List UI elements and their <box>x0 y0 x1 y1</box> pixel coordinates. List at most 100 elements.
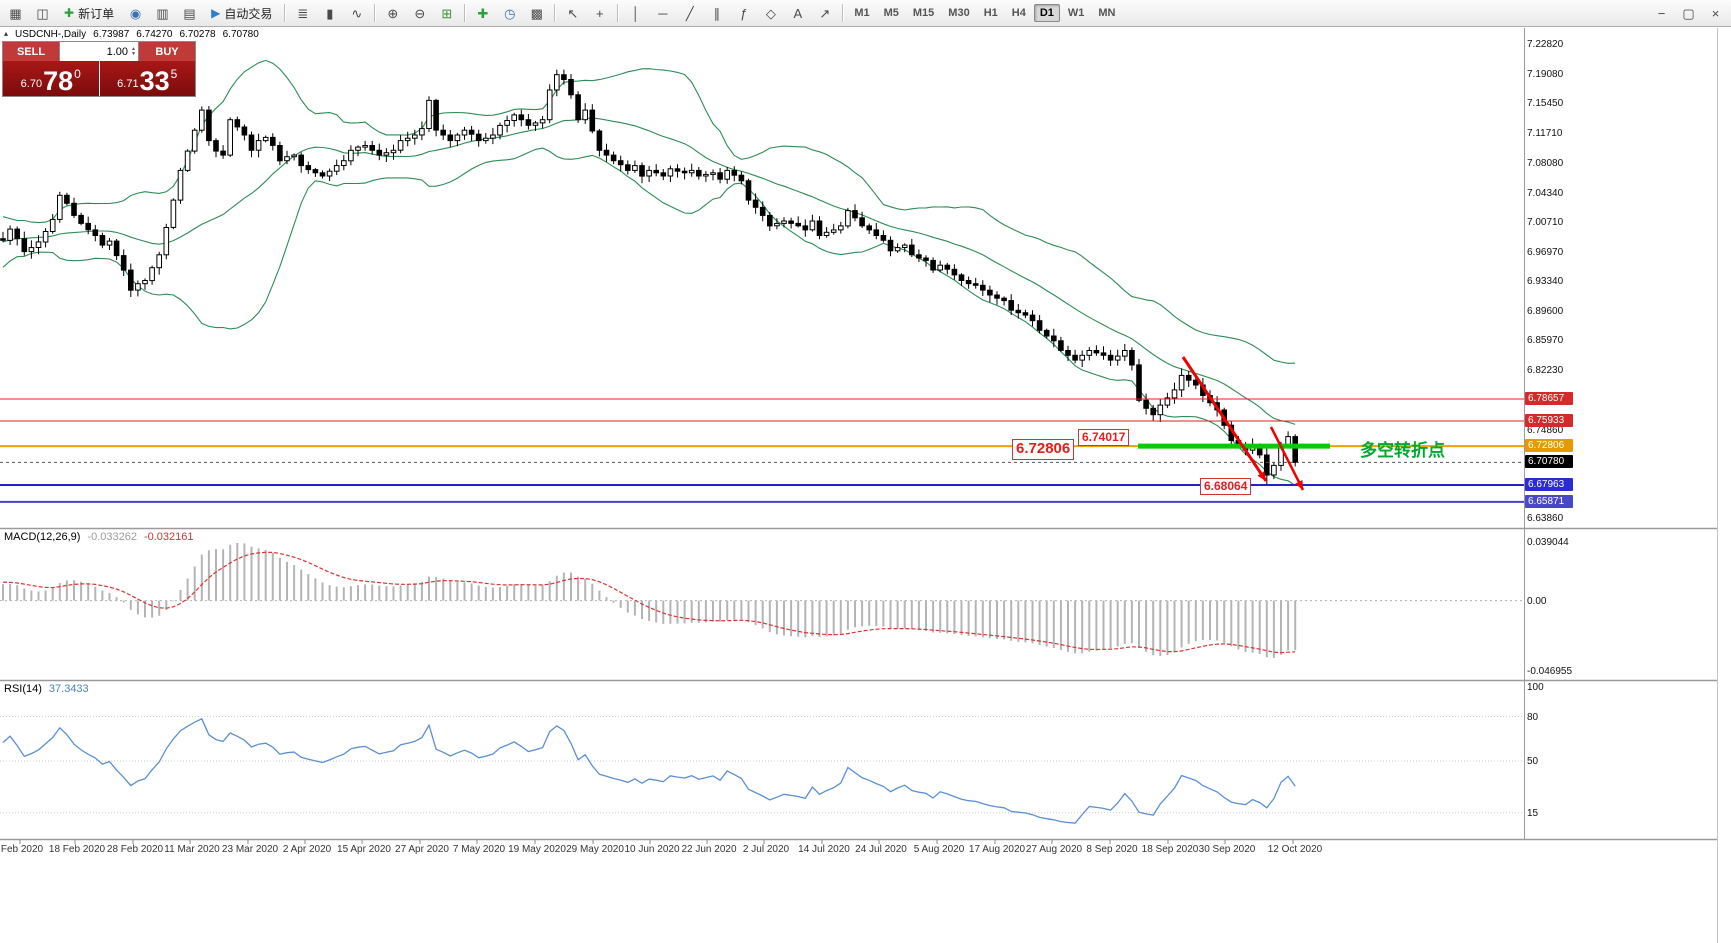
data-window-icon: ▤ <box>183 5 196 21</box>
macd-label: MACD(12,26,9) <box>4 531 81 543</box>
chart-note-text[interactable]: 多空转折点 <box>1360 441 1445 460</box>
rsi-panel[interactable] <box>0 716 1524 824</box>
vertical-line-tool-button[interactable]: │ <box>623 2 648 25</box>
chart-minimize-icon: − <box>1657 5 1666 21</box>
spin-down-icon[interactable]: ▼ <box>131 50 136 57</box>
new-chart-button[interactable]: ▦ <box>3 2 28 25</box>
price-tick-label: 6.63860 <box>1527 513 1564 524</box>
timeframe-m1-button[interactable]: M1 <box>854 7 870 19</box>
templates-button[interactable]: ▩ <box>524 2 549 25</box>
templates-icon: ▩ <box>530 5 543 21</box>
channel-tool-button[interactable]: ∥ <box>704 2 729 25</box>
alerts-button[interactable]: ◉ <box>123 2 148 25</box>
tile-windows-button[interactable]: ⊞ <box>434 2 459 25</box>
macd-panel[interactable] <box>0 543 1524 658</box>
chart-close-button[interactable]: × <box>1703 2 1728 25</box>
horizontal-line-tool-icon: ─ <box>658 5 668 21</box>
indicators-icon: ✚ <box>477 5 489 21</box>
chart-close-icon: × <box>1711 5 1720 21</box>
buy-price-button[interactable]: 6.71 33 5 <box>99 61 195 96</box>
timeframe-h1-button[interactable]: H1 <box>983 7 998 19</box>
date-axis-label: 12 Oct 2020 <box>1267 844 1323 855</box>
volume-input[interactable]: 1.00 ▲ ▼ <box>59 42 139 61</box>
price-annotation-tag[interactable]: 6.68064 <box>1200 478 1252 495</box>
ohlc-open: 6.73987 <box>93 29 130 40</box>
price-tick-label: 6.93340 <box>1527 276 1564 287</box>
price-tick-label: 6.74860 <box>1527 425 1564 436</box>
timeframe-w1-button[interactable]: W1 <box>1067 7 1085 19</box>
volume-stepper[interactable]: ▲ ▼ <box>131 45 136 57</box>
price-level-label[interactable]: 6.70780 <box>1525 455 1573 468</box>
chart-restore-button[interactable]: ▢ <box>1676 2 1701 25</box>
crosshair-icon: + <box>596 5 604 21</box>
candles-layer[interactable] <box>0 69 1299 485</box>
one-click-trading-panel: SELL 1.00 ▲ ▼ BUY 6.70 78 0 6.71 33 5 <box>2 41 196 97</box>
trendline-tool-button[interactable]: ╱ <box>677 2 702 25</box>
crosshair-button[interactable]: + <box>587 2 612 25</box>
profiles-button[interactable]: ◫ <box>30 2 55 25</box>
annotations-layer[interactable] <box>1138 356 1330 491</box>
timeframe-mn-button[interactable]: MN <box>1098 7 1116 19</box>
rsi-scale-label: 50 <box>1527 756 1539 767</box>
price-level-label[interactable]: 6.72806 <box>1525 439 1573 452</box>
timeframe-h4-button[interactable]: H4 <box>1011 7 1026 19</box>
date-axis-label: 23 Mar 2020 <box>221 844 279 855</box>
price-tick-label: 6.82230 <box>1527 365 1564 376</box>
data-window-button[interactable]: ▤ <box>177 2 202 25</box>
candlestick-mode-button[interactable]: ▮ <box>317 2 342 25</box>
date-axis-label: 19 May 2020 <box>508 844 566 855</box>
price-level-label[interactable]: 6.75933 <box>1525 414 1573 427</box>
date-axis-label: 14 Jul 2020 <box>798 844 850 855</box>
date-axis-label: 29 May 2020 <box>566 844 624 855</box>
date-axis-label: 11 Mar 2020 <box>164 844 220 855</box>
cursor-button[interactable]: ↖ <box>560 2 585 25</box>
toolbar-separator <box>284 4 286 22</box>
text-tool-button[interactable]: A <box>785 2 810 25</box>
price-level-label[interactable]: 6.67963 <box>1525 478 1573 491</box>
zoom-out-button[interactable]: ⊖ <box>407 2 432 25</box>
buy-price-prefix: 6.71 <box>117 78 139 90</box>
price-tick-label: 7.04340 <box>1527 188 1564 199</box>
chart-minimize-button[interactable]: − <box>1649 2 1674 25</box>
line-chart-mode-button[interactable]: ∿ <box>344 2 369 25</box>
rsi-scale-label: 80 <box>1527 712 1539 723</box>
indicators-button[interactable]: ✚ <box>470 2 495 25</box>
buy-button[interactable]: BUY <box>139 42 195 61</box>
text-tool-icon: A <box>793 5 803 21</box>
price-level-label[interactable]: 6.78657 <box>1525 392 1573 405</box>
timeframe-m15-button[interactable]: M15 <box>912 7 935 19</box>
candlestick-mode-icon: ▮ <box>326 5 334 21</box>
price-tick-label: 7.15450 <box>1527 98 1564 109</box>
arrows-tool-button[interactable]: ↗ <box>812 2 837 25</box>
new-order-button[interactable]: ✚ 新订单 <box>57 2 121 25</box>
periods-button[interactable]: ◷ <box>497 2 522 25</box>
fibonacci-tool-button[interactable]: ƒ <box>731 2 756 25</box>
date-axis-label: 5 Aug 2020 <box>913 844 965 855</box>
bar-chart-mode-button[interactable]: ≣ <box>290 2 315 25</box>
spin-up-icon[interactable]: ▲ <box>131 45 136 52</box>
sell-price-pip: 0 <box>74 67 81 81</box>
auto-trading-button[interactable]: ▶ 自动交易 <box>204 2 279 25</box>
horizontal-line-tool-button[interactable]: ─ <box>650 2 675 25</box>
price-annotation-tag[interactable]: 6.72806 <box>1012 439 1075 460</box>
volume-value: 1.00 <box>106 45 129 58</box>
sell-price-button[interactable]: 6.70 78 0 <box>3 61 100 96</box>
price-level-label[interactable]: 6.65871 <box>1525 495 1573 508</box>
market-watch-button[interactable]: ▥ <box>150 2 175 25</box>
date-axis-label: 24 Jul 2020 <box>855 844 907 855</box>
toolbar-separator <box>554 4 556 22</box>
sell-button[interactable]: SELL <box>3 42 59 61</box>
timeframe-m5-button[interactable]: M5 <box>883 7 899 19</box>
ohlc-low: 6.70278 <box>179 29 216 40</box>
zoom-out-icon: ⊖ <box>414 5 426 21</box>
date-axis-label: 10 Jun 2020 <box>624 844 680 855</box>
price-annotation-tag[interactable]: 6.74017 <box>1078 429 1130 446</box>
timeframe-d1-button[interactable]: D1 <box>1033 4 1060 22</box>
rsi-value: 37.3433 <box>48 683 89 695</box>
shapes-tool-button[interactable]: ◇ <box>758 2 783 25</box>
new-order-icon: ✚ <box>64 6 75 20</box>
zoom-in-button[interactable]: ⊕ <box>380 2 405 25</box>
timeframe-m30-button[interactable]: M30 <box>948 7 970 19</box>
date-axis-label: 18 Sep 2020 <box>1141 844 1199 855</box>
